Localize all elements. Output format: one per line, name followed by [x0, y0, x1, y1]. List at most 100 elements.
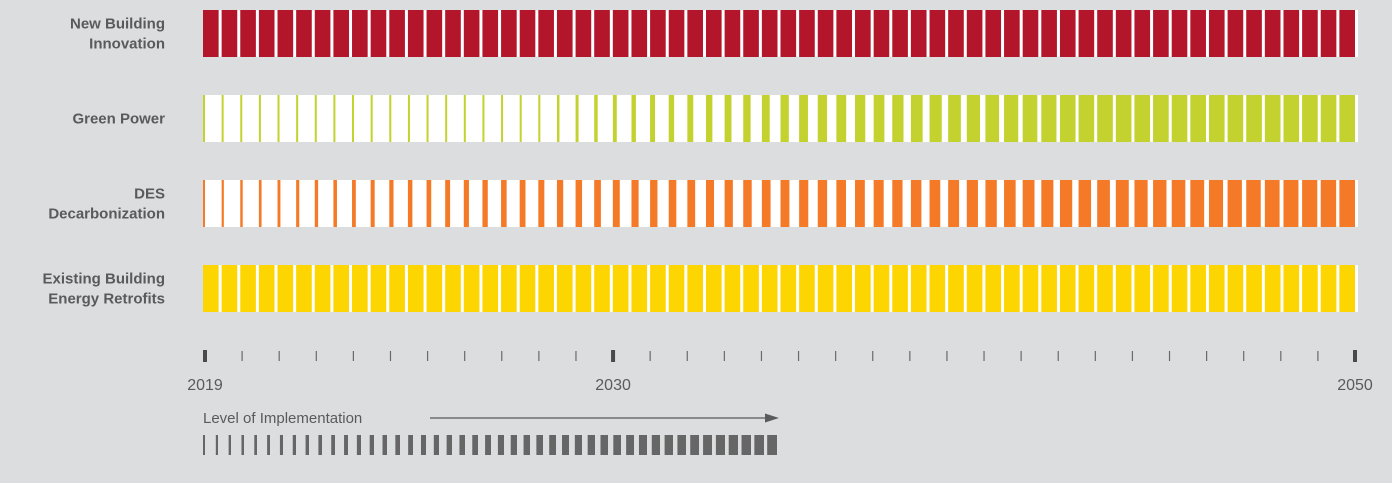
legend-stripe: [741, 435, 751, 455]
legend-label: Level of Implementation: [203, 410, 362, 427]
stripe: [612, 265, 629, 312]
legend-arrowhead: [765, 413, 779, 423]
legend-stripe: [203, 435, 205, 455]
stripe: [892, 265, 908, 312]
stripe: [445, 180, 451, 227]
stripe: [482, 180, 488, 227]
stripe: [687, 10, 703, 57]
stripe: [501, 265, 517, 312]
stripe: [705, 10, 722, 57]
stripe: [1004, 95, 1019, 142]
stripe: [1041, 180, 1054, 227]
stripe: [333, 265, 350, 312]
legend-stripe: [472, 435, 478, 455]
stripe: [370, 265, 387, 312]
stripe: [1208, 95, 1225, 142]
stripe: [1227, 265, 1244, 312]
stripe: [519, 10, 536, 57]
stripe: [892, 95, 904, 142]
stripe: [631, 180, 639, 227]
stripe: [407, 180, 413, 227]
stripe: [1153, 95, 1169, 142]
stripe: [780, 95, 789, 142]
stripe: [650, 180, 658, 227]
legend-stripe: [651, 435, 660, 455]
stripe: [1320, 10, 1337, 57]
legend-stripe: [613, 435, 621, 455]
stripe: [594, 180, 601, 227]
stripe: [743, 95, 751, 142]
legend-stripe: [754, 435, 764, 455]
stripe: [296, 95, 299, 142]
row-label: Innovation: [89, 36, 165, 53]
stripe: [1264, 265, 1281, 312]
legend-stripe: [344, 435, 348, 455]
stripe: [1320, 180, 1337, 227]
stripe: [1283, 265, 1300, 312]
stripe: [1115, 95, 1132, 142]
stripe: [407, 265, 424, 312]
stripe: [855, 10, 871, 57]
legend-stripe: [459, 435, 465, 455]
stripe: [705, 95, 713, 142]
year-label: 2030: [595, 377, 631, 394]
stripe: [910, 95, 923, 142]
stripe: [575, 95, 579, 142]
stripe: [929, 180, 941, 227]
stripe: [612, 10, 629, 57]
stripe: [966, 95, 980, 142]
stripe: [929, 95, 942, 142]
legend-stripe: [292, 435, 296, 455]
legend-stripe: [254, 435, 257, 455]
stripe: [1264, 95, 1281, 142]
stripe: [1246, 95, 1262, 142]
stripe: [277, 180, 281, 227]
stripe: [873, 95, 885, 142]
row-label: Decarbonization: [48, 206, 165, 223]
row-label: Green Power: [72, 111, 165, 128]
stripe: [1227, 10, 1244, 57]
stripe: [445, 95, 448, 142]
stripe: [352, 10, 368, 57]
stripe: [612, 95, 617, 142]
stripe: [1208, 180, 1224, 227]
stripe: [836, 180, 846, 227]
stripe: [333, 10, 350, 57]
legend-stripe: [485, 435, 491, 455]
legend-stripe: [395, 435, 400, 455]
stripe: [1264, 180, 1280, 227]
stripe: [426, 265, 443, 312]
stripe: [1134, 10, 1151, 57]
legend-stripe: [549, 435, 556, 455]
stripe: [910, 10, 927, 57]
legend-stripe: [433, 435, 439, 455]
stripe: [1246, 180, 1261, 227]
stripe: [1153, 180, 1167, 227]
legend-stripe: [241, 435, 244, 455]
legend-stripe: [267, 435, 270, 455]
stripe: [594, 95, 598, 142]
stripe: [1264, 10, 1281, 57]
stripe: [1190, 10, 1206, 57]
stripe: [277, 265, 294, 312]
stripe: [407, 10, 424, 57]
stripe: [817, 95, 828, 142]
stripe: [873, 10, 890, 57]
stripe: [985, 10, 1002, 57]
stripe: [314, 265, 331, 312]
year-label: 2019: [187, 377, 223, 394]
stripe: [855, 95, 866, 142]
legend-stripe: [664, 435, 673, 455]
stripe: [240, 180, 243, 227]
stripe: [650, 10, 666, 57]
stripe: [221, 10, 238, 57]
legend-stripe: [638, 435, 647, 455]
stripe: [1134, 265, 1151, 312]
major-tick: [1353, 350, 1357, 362]
legend-stripe: [703, 435, 712, 455]
stripe: [333, 180, 337, 227]
stripe: [948, 95, 961, 142]
stripe: [1339, 95, 1355, 142]
major-tick: [203, 350, 207, 362]
